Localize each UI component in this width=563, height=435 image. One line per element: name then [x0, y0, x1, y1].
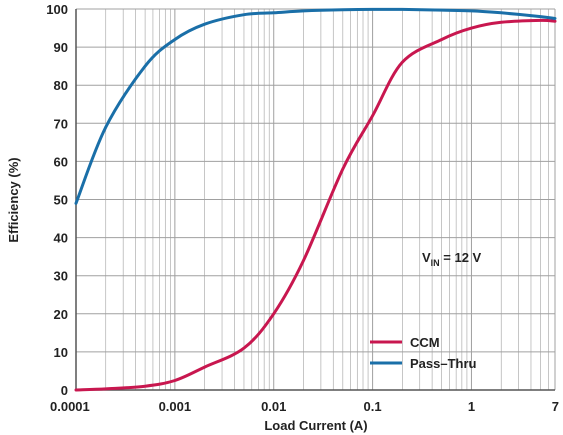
x-tick-label: 1 — [468, 399, 475, 414]
y-tick-label: 50 — [54, 193, 68, 208]
y-tick-label: 60 — [54, 154, 68, 169]
y-tick-label: 0 — [61, 383, 68, 398]
y-tick-label: 90 — [54, 40, 68, 55]
x-tick-label: 0.001 — [159, 399, 192, 414]
x-tick-label: 0.01 — [261, 399, 286, 414]
y-tick-label: 80 — [54, 78, 68, 93]
series-line-ccm — [74, 18, 557, 392]
series-lines — [74, 7, 557, 392]
y-tick-label: 10 — [54, 345, 68, 360]
y-axis-title: Efficiency (%) — [6, 157, 21, 242]
legend-label-pass-thru: Pass–Thru — [410, 356, 477, 371]
y-tick-label: 100 — [46, 2, 68, 17]
x-tick-label: 0.1 — [364, 399, 382, 414]
x-tick-label: 7 — [552, 399, 559, 414]
vin-annotation: VIN = 12 V — [422, 250, 482, 268]
x-tick-label: 0.0001 — [50, 399, 90, 414]
series-line-pass-thru — [74, 7, 557, 205]
grid — [75, 8, 556, 391]
y-tick-label: 30 — [54, 269, 68, 284]
y-tick-label: 70 — [54, 116, 68, 131]
y-tick-label: 20 — [54, 307, 68, 322]
x-axis-title: Load Current (A) — [264, 418, 367, 433]
y-tick-label: 40 — [54, 231, 68, 246]
tick-labels: 0 10 20 30 40 50 60 70 80 90 100 0.0001 0.001 0.01 0.1… — [46, 2, 559, 414]
legend-label-ccm: CCM — [410, 335, 440, 350]
legend: CCM Pass–Thru — [370, 335, 477, 371]
